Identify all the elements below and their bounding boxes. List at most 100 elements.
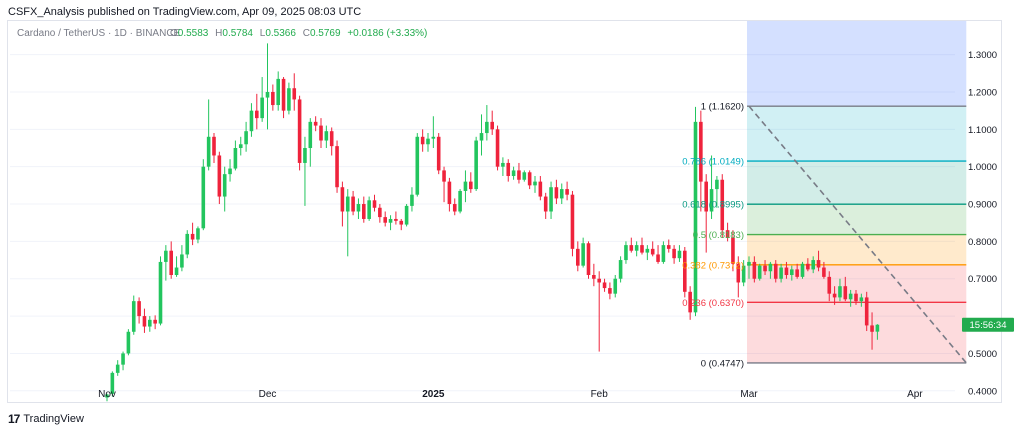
candle-body xyxy=(415,136,420,195)
candle-body xyxy=(763,265,767,272)
candle-body xyxy=(474,140,478,190)
fib-level-label: 0.5 (0.8183) xyxy=(693,230,744,241)
candle-body xyxy=(378,207,382,218)
candle-body xyxy=(822,267,826,277)
candle-body xyxy=(404,205,409,225)
candle-body xyxy=(148,319,152,327)
x-tick-label: Dec xyxy=(259,389,277,400)
high-label: H xyxy=(215,28,222,39)
close-value: 0.5769 xyxy=(310,28,341,39)
low-value: 0.5366 xyxy=(265,28,296,39)
candle-body xyxy=(131,301,136,332)
candle-body xyxy=(110,372,115,394)
candle-body xyxy=(265,91,270,98)
candle-body xyxy=(683,250,687,292)
candle-body xyxy=(527,172,532,186)
candlestick-chart[interactable]: 1 (1.1620) 0.786 (1.0149) 0.618 (0.8995) 0.… xyxy=(0,0,1024,412)
fib-zone xyxy=(747,106,967,162)
candle-body xyxy=(292,88,297,100)
candle-body xyxy=(426,138,430,145)
candle-body xyxy=(436,136,441,171)
candle-body xyxy=(345,196,350,212)
fib-level-label: 0.382 (0.7372) xyxy=(682,260,744,271)
fib-zone xyxy=(747,234,967,265)
x-tick-label: Nov xyxy=(98,389,116,400)
candle-body xyxy=(388,218,393,223)
footer-brand[interactable]: 17 TradingView xyxy=(8,412,84,426)
candle-body xyxy=(222,174,227,197)
candle-body xyxy=(506,162,511,177)
candle-body xyxy=(870,325,874,332)
candle-body xyxy=(848,293,853,300)
candle-body xyxy=(570,194,575,249)
footer-brand-label: TradingView xyxy=(23,413,84,425)
y-tick-label: 1.3000 xyxy=(968,50,997,61)
x-axis[interactable]: Nov Dec 2025 Feb Mar Apr xyxy=(98,389,923,400)
candle-body xyxy=(533,181,537,186)
y-tick-label: 1.2000 xyxy=(968,87,997,98)
candle-body xyxy=(634,245,639,251)
candle-body xyxy=(559,189,564,199)
candle-body xyxy=(650,248,655,255)
candle-body xyxy=(661,245,666,262)
price-tag-background xyxy=(962,317,1014,332)
candle-body xyxy=(217,155,222,197)
y-tick-label: 0.8000 xyxy=(968,237,997,248)
candle-body xyxy=(538,181,543,197)
candle-body xyxy=(806,263,810,270)
candle-body xyxy=(485,121,489,134)
candle-body xyxy=(340,187,345,212)
candle-body xyxy=(624,245,628,261)
candle-body xyxy=(490,121,494,130)
candle-body xyxy=(608,288,612,294)
candle-body xyxy=(576,248,580,266)
fib-zone xyxy=(747,204,967,235)
candle-body xyxy=(773,263,778,279)
close-label: C xyxy=(303,28,310,39)
fib-zone xyxy=(747,161,967,205)
y-tick-label: 0.7000 xyxy=(968,274,997,285)
candle-body xyxy=(811,260,815,270)
x-tick-label: Mar xyxy=(740,389,758,400)
candle-body xyxy=(351,196,355,212)
candle-body xyxy=(517,170,521,180)
candle-body xyxy=(511,170,516,177)
candle-body xyxy=(372,200,377,208)
candle-body xyxy=(356,204,361,212)
candle-body xyxy=(174,267,179,275)
candle-body xyxy=(201,166,206,229)
candle-body xyxy=(228,168,232,175)
x-tick-label: 2025 xyxy=(422,389,445,400)
candle-body xyxy=(672,248,676,259)
fib-zone-upper xyxy=(747,21,967,107)
candle-body xyxy=(688,291,692,313)
y-tick-label: 0.5000 xyxy=(968,349,997,360)
candle-body xyxy=(543,196,548,212)
candle-body xyxy=(287,88,291,111)
candle-body xyxy=(666,245,671,249)
x-tick-label: Apr xyxy=(907,389,923,400)
candle-body xyxy=(629,245,634,251)
candle-body xyxy=(308,121,313,148)
candle-body xyxy=(843,286,848,300)
candle-body xyxy=(522,172,527,180)
candle-body xyxy=(447,181,452,205)
candle-body xyxy=(442,170,446,182)
symbol-title: Cardano / TetherUS · 1D · BINANCE xyxy=(17,28,181,39)
candle-body xyxy=(153,319,157,324)
trend-line[interactable] xyxy=(748,105,967,364)
chart-frame xyxy=(7,20,1002,403)
candle-body xyxy=(741,265,746,283)
symbol-legend: Cardano / TetherUS · 1D · BINANCE O0.558… xyxy=(17,28,427,39)
candle-body xyxy=(592,275,596,279)
fibonacci-labels: 1 (1.1620) 0.786 (1.0149) 0.618 (0.8995) 0.… xyxy=(682,102,744,370)
candle-body xyxy=(394,218,398,221)
candle-body xyxy=(479,133,484,141)
y-axis[interactable]: 0.4000 0.5000 0.7000 0.8000 0.9000 1.0000 1.10… xyxy=(968,50,997,397)
candle-body xyxy=(800,263,805,277)
candle-body xyxy=(137,301,141,317)
fibonacci-retracement[interactable] xyxy=(747,21,967,364)
candle-body xyxy=(554,187,559,199)
candle-body xyxy=(854,293,858,302)
y-tick-label: 1.0000 xyxy=(968,162,997,173)
